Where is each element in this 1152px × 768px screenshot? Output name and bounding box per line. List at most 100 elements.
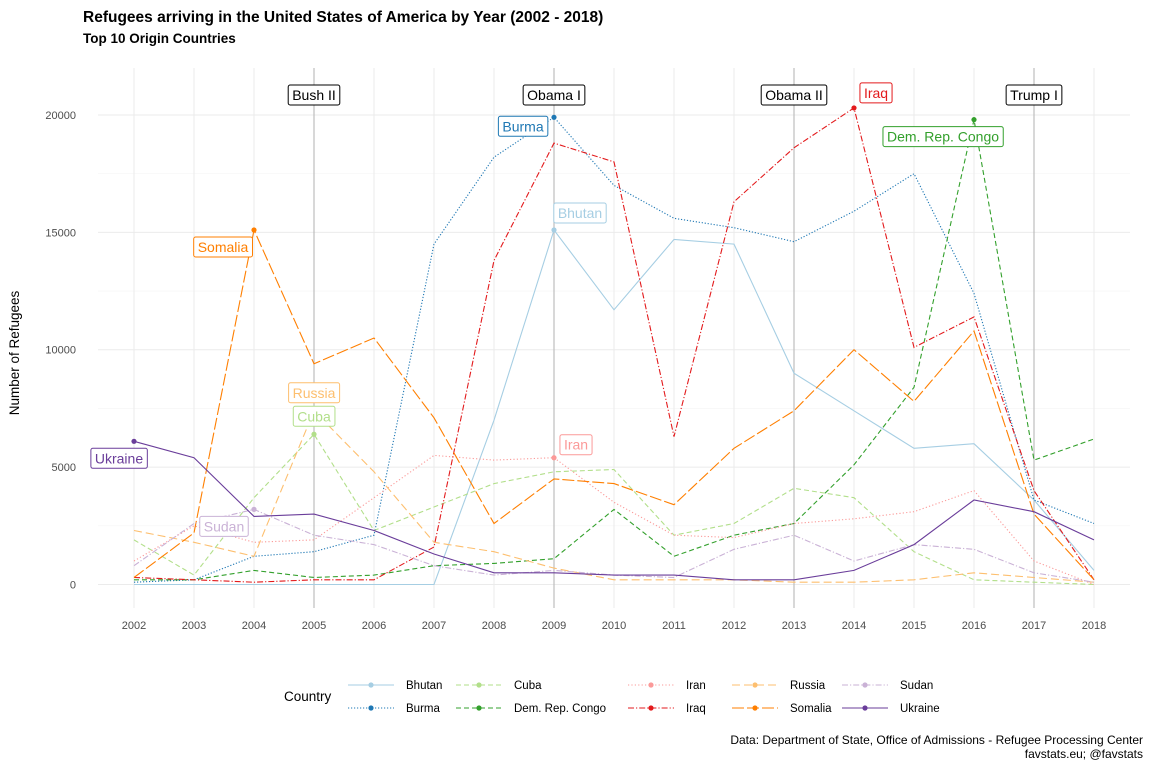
chart-subtitle: Top 10 Origin Countries [83,31,236,46]
series-line-ukraine [133,440,1095,581]
annotation-obama-i-text: Obama I [527,87,581,103]
series-point-iran [551,455,557,461]
series-point-sudan [251,506,257,512]
series-label-cuba-box [292,405,336,427]
legend-key-point [368,705,374,711]
presidency-annotations: Bush II Obama I Obama II Trump I [287,84,1063,106]
legend-item-dem-rep-congo: Dem. Rep. Congo [456,703,606,715]
legend-item-russia: Russia [732,680,826,692]
series-bhutan [134,227,1095,586]
series-label-burma-text: Burma [502,118,543,134]
series-line-dem-rep-congo [134,119,1095,581]
x-tick-label: 2007 [422,620,446,632]
series-label-bhutan-box [553,202,607,224]
x-tick-label: 2005 [302,620,326,632]
series-point-ukraine [131,438,137,444]
series-point-bhutan [551,227,557,233]
series-label-iraq-text: Iraq [864,85,888,101]
legend-key-point [752,682,758,688]
caption-source: Data: Department of State, Office of Adm… [730,733,1143,747]
legend-label: Iran [686,680,706,692]
x-tick-label: 2014 [842,620,866,632]
legend-label: Cuba [514,680,542,692]
legend-key-point [476,682,482,688]
x-tick-label: 2006 [362,620,386,632]
legend-item-burma: Burma [348,703,440,715]
series-label-burma-box [497,115,549,137]
series-ukraine [131,438,1095,581]
legend-key-point [476,705,482,711]
y-tick-label: 15000 [45,227,76,239]
series-cuba [133,431,1095,586]
legend-label: Burma [406,703,440,715]
legend-item-cuba: Cuba [456,680,542,692]
x-tick-label: 2013 [782,620,806,632]
series-line-russia [133,409,1095,583]
series-point-burma [551,114,557,120]
series-label-sudan-text: Sudan [204,518,244,534]
annotation-obama-ii-box [760,84,828,106]
annotation-bush-ii-box [287,84,341,106]
series-label-cuba: Cuba [292,405,336,427]
series-iran [133,454,1095,586]
series-point-iraq [851,105,857,111]
y-axis-ticks: 0 5000 10000 15000 20000 [45,110,76,592]
annotation-obama-ii-text: Obama II [765,87,823,103]
legend-label: Sudan [900,680,933,692]
annotation-obama-i: Obama I [522,84,586,106]
legend-item-iran: Iran [628,680,706,692]
x-tick-label: 2009 [542,620,566,632]
chart-title: Refugees arriving in the United States o… [83,9,603,26]
legend-key-point [862,705,868,711]
series-label-ukraine-box [90,447,148,469]
series-somalia [133,227,1095,581]
x-tick-label: 2008 [482,620,506,632]
y-tick-label: 20000 [45,110,76,122]
legend-label: Bhutan [406,680,442,692]
annotation-trump-i-text: Trump I [1010,87,1058,103]
series-point-cuba [311,431,317,437]
series-label-dem-rep-congo-text: Dem. Rep. Congo [887,129,999,145]
x-tick-label: 2016 [962,620,986,632]
series-point-somalia [251,227,257,233]
y-tick-label: 10000 [45,345,76,357]
series-label-somalia-box [193,236,253,258]
series-label-iran-text: Iran [564,437,588,453]
legend-item-somalia: Somalia [732,703,832,715]
x-tick-label: 2002 [122,620,146,632]
series-label-bhutan: Bhutan [553,202,607,224]
series-label-dem-rep-congo-box [882,126,1004,148]
series-label-bhutan-text: Bhutan [558,205,602,221]
annotation-obama-i-box [522,84,586,106]
annotation-trump-i-box [1005,84,1063,106]
legend-item-iraq: Iraq [628,703,706,715]
series-line-bhutan [134,228,1095,586]
y-tick-label: 0 [70,580,76,592]
y-axis-label: Number of Refugees [7,290,22,415]
annotation-trump-i: Trump I [1005,84,1063,106]
x-tick-label: 2003 [182,620,206,632]
x-tick-label: 2017 [1022,620,1046,632]
x-tick-label: 2011 [662,620,686,632]
legend-key-point [648,682,654,688]
series-label-somalia-text: Somalia [198,239,249,255]
series-group [131,105,1095,586]
series-line-somalia [133,228,1095,581]
series-label-burma: Burma [497,115,549,137]
grid [98,68,1130,608]
series-label-sudan: Sudan [199,515,249,537]
y-tick-label: 5000 [52,462,76,474]
legend-key-point [752,705,758,711]
series-line-iraq [133,107,1095,583]
series-iraq [133,105,1095,583]
series-point-dem-rep-congo [971,117,977,123]
series-labels: Bhutan Burma Cuba Dem. Rep. Congo Iran Iraq Ru… [90,82,1004,537]
caption-credit: favstats.eu; @favstats [1025,747,1143,761]
annotation-bush-ii: Bush II [287,84,341,106]
legend-key-point [368,682,374,688]
series-line-burma [133,116,1095,583]
series-label-ukraine: Ukraine [90,447,148,469]
x-tick-label: 2010 [602,620,626,632]
series-label-iraq: Iraq [859,82,893,104]
series-label-iran: Iran [559,434,593,456]
